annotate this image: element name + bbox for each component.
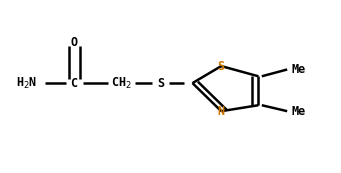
Text: S: S xyxy=(157,77,164,90)
Text: Me: Me xyxy=(292,105,306,118)
Text: S: S xyxy=(218,60,225,72)
Text: O: O xyxy=(71,36,78,49)
Text: C: C xyxy=(71,77,78,90)
Text: CH$_2$: CH$_2$ xyxy=(111,76,132,91)
Text: Me: Me xyxy=(292,63,306,76)
Text: H$_2$N: H$_2$N xyxy=(16,76,37,91)
Text: N: N xyxy=(218,105,225,118)
